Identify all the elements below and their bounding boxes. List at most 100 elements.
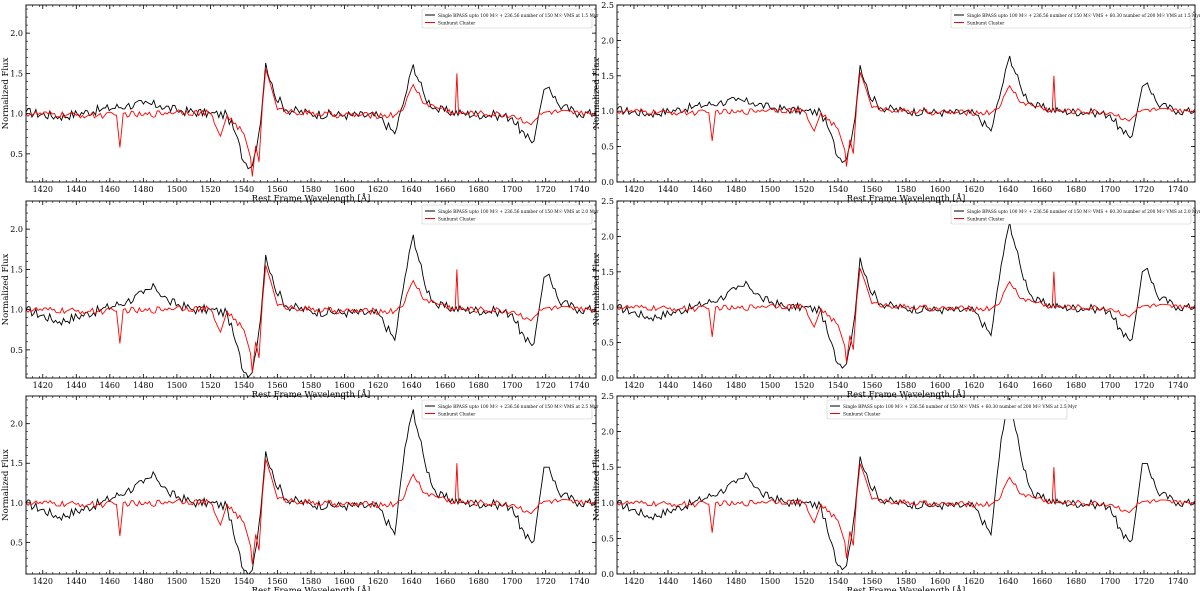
x-tick-label: 1600 [930, 577, 950, 586]
x-tick-label: 1720 [1134, 185, 1154, 194]
x-tick-label: 1480 [726, 381, 746, 390]
legend-label-sunburst: Sunburst Cluster [438, 218, 476, 223]
x-tick-label: 1540 [234, 185, 254, 194]
y-axis-label: Normalized Flux [592, 449, 602, 521]
y-tick-label: 1.0 [601, 107, 614, 116]
x-tick-label: 1680 [1066, 577, 1086, 586]
plot-frame [616, 395, 1196, 575]
x-tick-label: 1740 [569, 381, 589, 390]
x-tick-label: 1720 [536, 381, 556, 390]
bpass-model-line [617, 397, 1195, 571]
x-tick-label: 1500 [760, 185, 780, 194]
y-tick-label: 1.5 [10, 69, 23, 78]
legend-label-bpass: Single BPASS upto 100 M☉ + 236.56 number… [438, 210, 599, 215]
x-tick-label: 1620 [368, 185, 388, 194]
x-tick-label: 1480 [133, 577, 153, 586]
sunburst-cluster-line [617, 268, 1195, 363]
x-tick-label: 1700 [502, 185, 522, 194]
sunburst-cluster-line [26, 265, 596, 373]
y-tick-label: 1.5 [10, 459, 23, 468]
y-tick-label: 2.5 [601, 1, 614, 10]
legend-label-sunburst: Sunburst Cluster [438, 413, 476, 418]
plot-frame [25, 200, 597, 379]
x-tick-label: 1740 [1168, 185, 1188, 194]
x-tick-label: 1520 [794, 185, 814, 194]
x-axis-label: Rest Frame Wavelength [Å] [252, 584, 371, 591]
x-tick-label: 1500 [760, 381, 780, 390]
y-tick-label: 2.0 [601, 36, 614, 45]
y-tick-label: 0.5 [601, 534, 614, 543]
x-axis-label: Rest Frame Wavelength [Å] [847, 584, 966, 591]
x-tick-label: 1660 [435, 577, 455, 586]
sunburst-cluster-line [26, 69, 596, 177]
x-tick-label: 1540 [234, 381, 254, 390]
legend: Single BPASS upto 100 M☉ + 236.56 number… [826, 399, 1078, 420]
x-tick-label: 1420 [33, 577, 53, 586]
x-tick-label: 1480 [726, 577, 746, 586]
x-tick-label: 1420 [624, 577, 644, 586]
x-tick-label: 1600 [334, 381, 354, 390]
y-axis-label: Normalized Flux [1, 57, 11, 129]
y-tick-label: 0.5 [601, 143, 614, 152]
x-tick-label: 1620 [964, 381, 984, 390]
y-tick-label: 2.5 [601, 392, 614, 401]
y-tick-label: 0.5 [10, 538, 23, 547]
legend-box [950, 8, 1192, 29]
panel-2: 1420 1440 1460 1480 1500 1520 1540 1560 1580 1600… [592, 1, 1200, 204]
x-tick-label: 1640 [401, 185, 421, 194]
bpass-model-line [26, 62, 596, 170]
x-tick-label: 1680 [1066, 381, 1086, 390]
x-tick-label: 1580 [301, 185, 321, 194]
legend-label-bpass: Single BPASS upto 100 M☉ + 236.56 number… [967, 14, 1200, 19]
x-tick-label: 1640 [998, 577, 1018, 586]
y-axis-label: Normalized Flux [1, 253, 11, 325]
sunburst-cluster-line [617, 72, 1195, 167]
x-axis-label: Rest Frame Wavelength [Å] [252, 388, 371, 400]
x-tick-label: 1680 [1066, 185, 1086, 194]
x-tick-label: 1700 [1100, 381, 1120, 390]
x-tick-label: 1420 [33, 381, 53, 390]
x-tick-label: 1520 [200, 185, 220, 194]
x-tick-label: 1600 [930, 381, 950, 390]
x-tick-label: 1540 [828, 577, 848, 586]
x-tick-label: 1580 [896, 577, 916, 586]
y-tick-label: 2.5 [601, 197, 614, 206]
legend-label-sunburst: Sunburst Cluster [843, 413, 881, 418]
x-tick-label: 1700 [502, 577, 522, 586]
x-tick-label: 1480 [133, 381, 153, 390]
x-tick-label: 1620 [964, 185, 984, 194]
sunburst-cluster-line [26, 459, 596, 565]
y-tick-label: 0.5 [601, 339, 614, 348]
x-tick-label: 1580 [896, 381, 916, 390]
bpass-model-line [617, 222, 1195, 369]
x-tick-label: 1680 [468, 381, 488, 390]
x-tick-label: 1460 [692, 185, 712, 194]
y-tick-label: 1.5 [601, 268, 614, 277]
x-tick-label: 1700 [502, 381, 522, 390]
x-tick-label: 1600 [334, 577, 354, 586]
x-tick-label: 1620 [964, 577, 984, 586]
plot-frame [25, 395, 597, 575]
y-tick-label: 0.5 [10, 346, 23, 355]
bpass-model-line [617, 55, 1195, 164]
panel-6: 1420 1440 1460 1480 1500 1520 1540 1560 1580 1600… [592, 392, 1196, 591]
legend-label-bpass: Single BPASS upto 100 M☉ + 236.56 number… [438, 14, 599, 19]
x-tick-label: 1560 [267, 381, 287, 390]
legend-label-sunburst: Sunburst Cluster [967, 218, 1005, 223]
legend-box [421, 8, 593, 29]
y-tick-label: 1.5 [10, 265, 23, 274]
x-tick-label: 1520 [200, 577, 220, 586]
x-tick-label: 1560 [862, 185, 882, 194]
x-tick-label: 1640 [998, 381, 1018, 390]
x-tick-label: 1560 [862, 381, 882, 390]
x-tick-label: 1620 [368, 577, 388, 586]
bpass-model-line [26, 234, 596, 378]
y-tick-label: 2.0 [601, 232, 614, 241]
x-tick-label: 1660 [435, 185, 455, 194]
x-tick-label: 1680 [468, 577, 488, 586]
x-tick-label: 1620 [368, 381, 388, 390]
x-tick-label: 1460 [100, 577, 120, 586]
y-tick-label: 2.0 [10, 225, 23, 234]
x-tick-label: 1440 [658, 577, 678, 586]
